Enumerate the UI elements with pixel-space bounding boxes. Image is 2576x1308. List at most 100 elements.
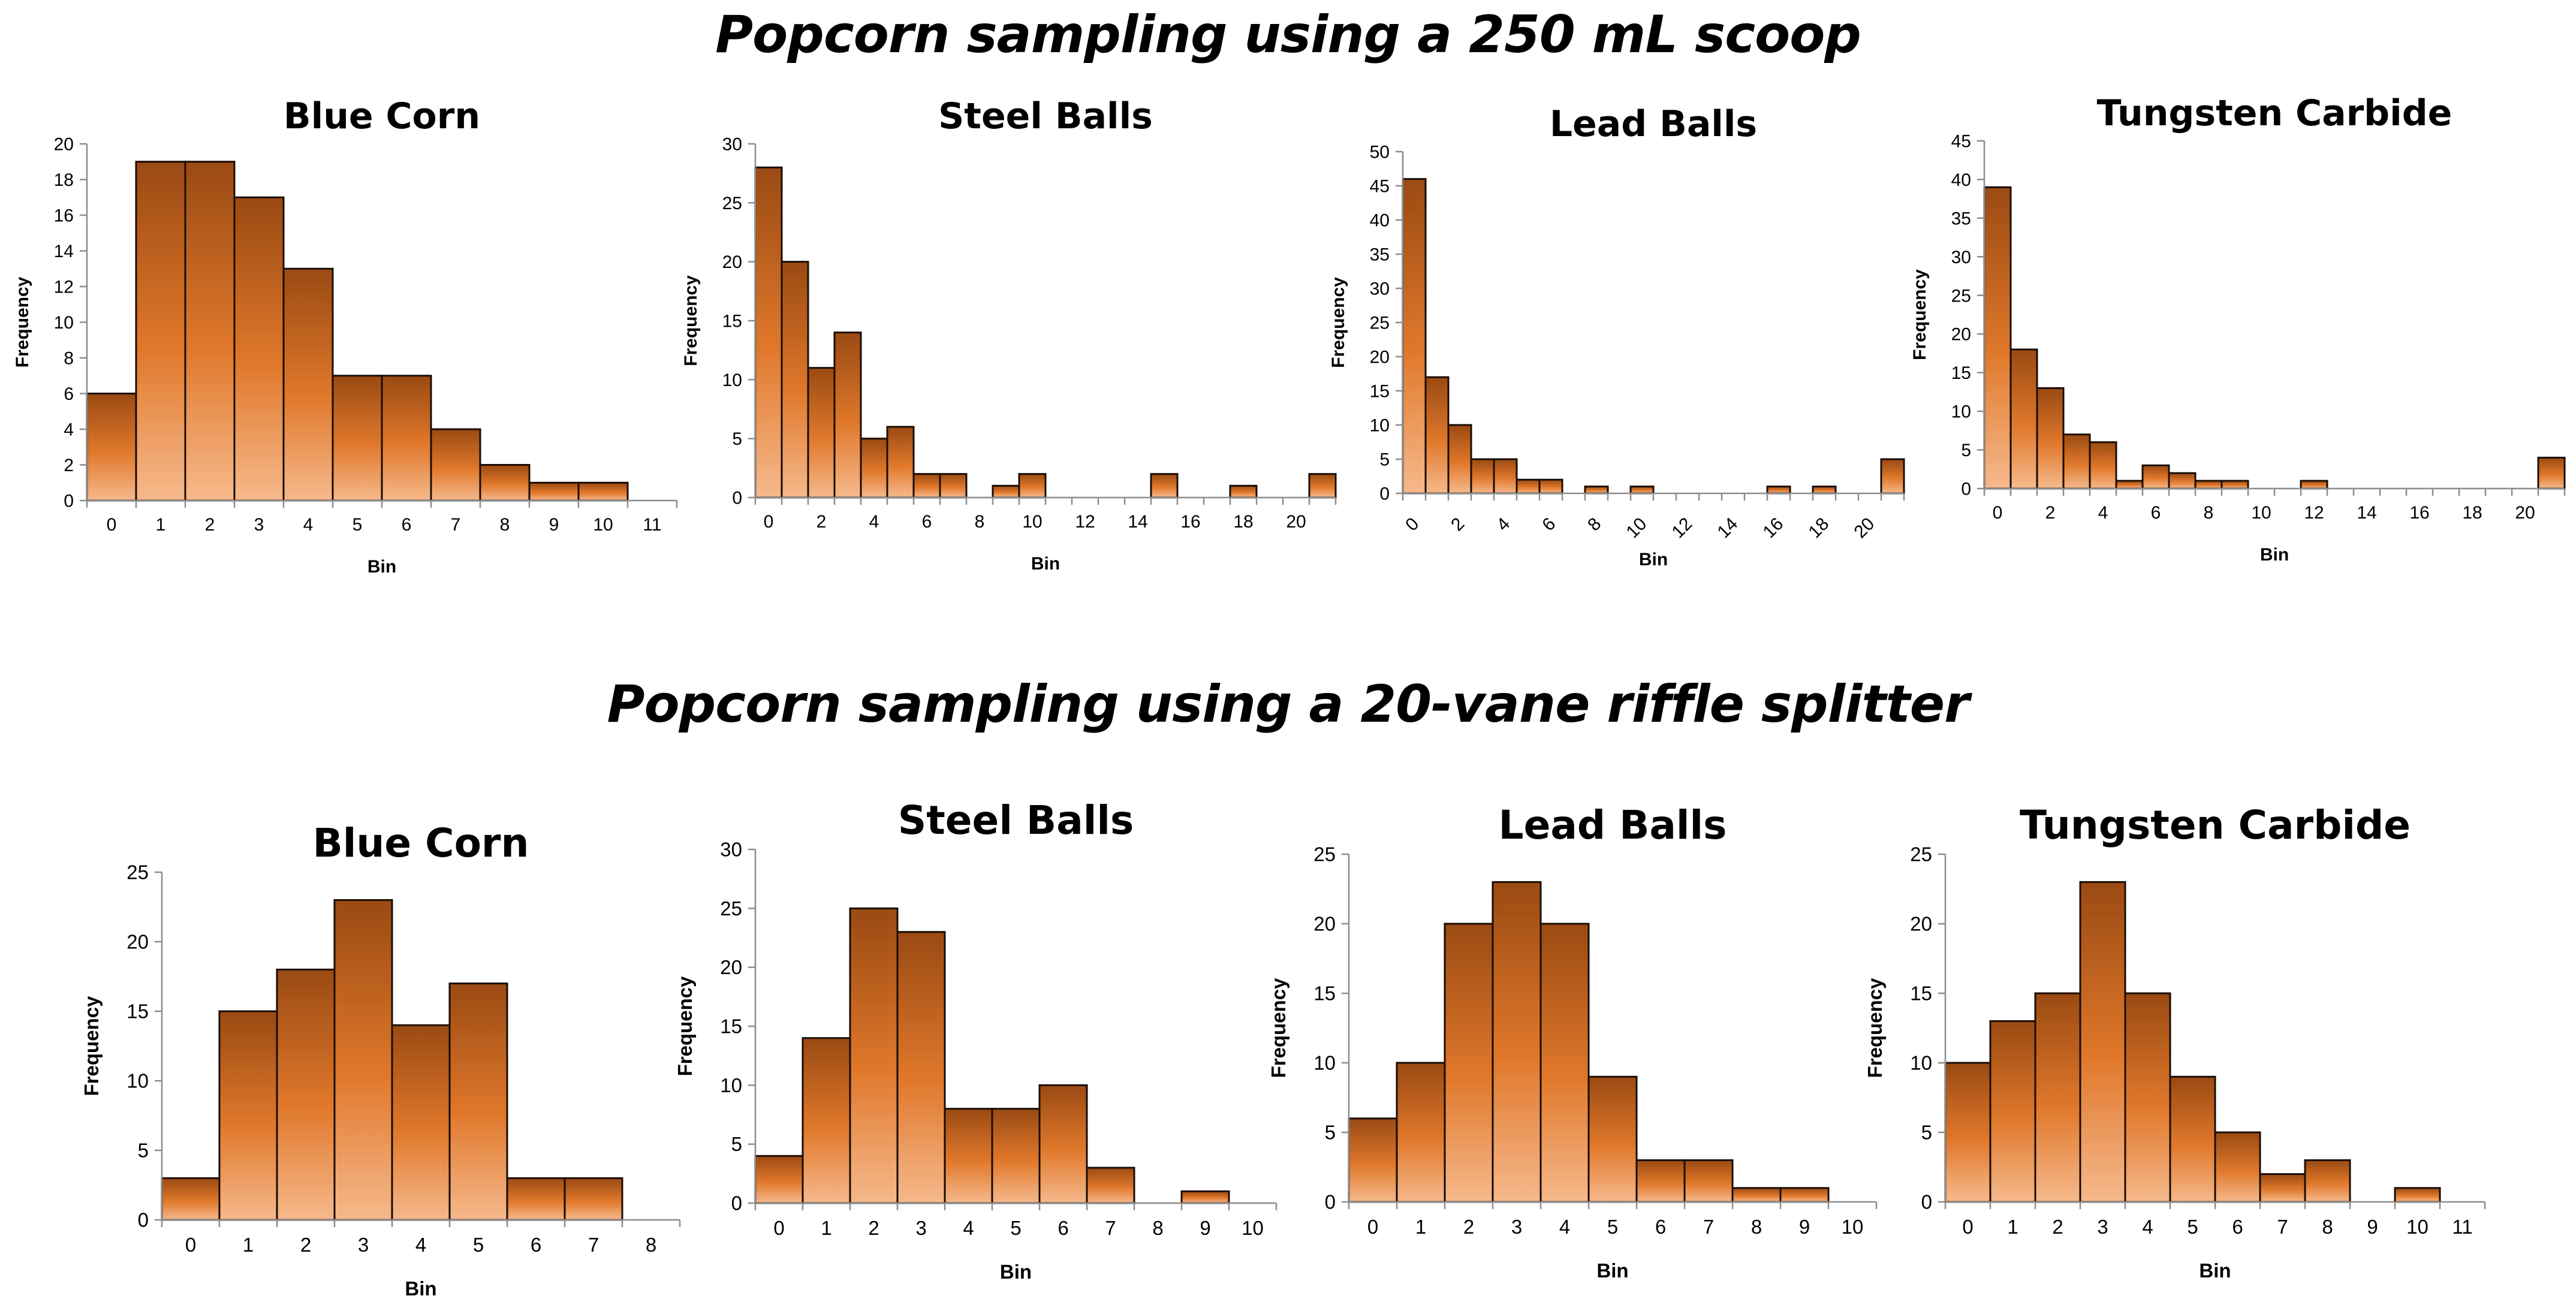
x-tick-label: 2 — [868, 1217, 879, 1239]
bar-3 — [1492, 881, 1542, 1203]
y-tick-label: 25 — [126, 861, 149, 884]
bar-16 — [1766, 486, 1791, 495]
bar-2 — [2036, 387, 2065, 490]
bar-7 — [1086, 1167, 1135, 1204]
chart-title: Tungsten Carbide — [2020, 802, 2411, 848]
y-tick-label: 45 — [1370, 177, 1390, 197]
bar-7 — [430, 428, 481, 502]
x-tick-label: 6 — [402, 515, 412, 535]
y-tick-label: 35 — [1951, 209, 1971, 228]
bar-8 — [2304, 1159, 2351, 1203]
x-tick-label: 2 — [205, 515, 215, 535]
y-tick-label: 20 — [1313, 913, 1336, 935]
y-tick-label: 40 — [1370, 211, 1390, 231]
bar-5 — [991, 1108, 1041, 1204]
y-tick-label: 15 — [126, 1000, 149, 1023]
y-tick-label: 5 — [138, 1140, 149, 1162]
x-axis-label: Bin — [1000, 1261, 1032, 1283]
bar-1 — [135, 161, 186, 502]
y-tick-label: 20 — [54, 135, 74, 155]
bar-1 — [218, 1010, 278, 1221]
y-axis-label: Frequency — [80, 996, 103, 1096]
bar-4 — [391, 1024, 451, 1221]
y-tick-label: 20 — [1370, 348, 1390, 367]
y-axis-label: Frequency — [13, 276, 32, 367]
y-tick-label: 0 — [64, 492, 74, 511]
y-axis-label: Frequency — [674, 976, 696, 1077]
y-tick-label: 25 — [1951, 286, 1971, 306]
y-tick-label: 30 — [722, 135, 742, 155]
bar-6 — [1038, 1084, 1088, 1204]
bar-6 — [2214, 1131, 2261, 1203]
x-tick-label: 16 — [1759, 514, 1787, 542]
y-tick-label: 8 — [64, 349, 74, 369]
bar-1 — [1989, 1020, 2036, 1203]
bar-18 — [1229, 484, 1258, 499]
bar-3 — [833, 331, 862, 499]
x-tick-label: 3 — [358, 1234, 369, 1256]
y-tick-label: 10 — [126, 1070, 149, 1092]
y-tick-label: 35 — [1370, 245, 1390, 265]
y-tick-label: 5 — [1379, 450, 1390, 470]
y-tick-label: 15 — [1951, 363, 1971, 383]
bar-7 — [939, 473, 968, 499]
bar-2 — [2034, 992, 2081, 1203]
x-tick-label: 12 — [1075, 512, 1095, 532]
y-tick-label: 0 — [1325, 1191, 1336, 1213]
chart-riffle-steel-balls: Steel Balls 0 5 10 15 20 25 30 0 1 2 3 4 5 6 7 8 9 10 Bin Fr… — [674, 797, 1278, 1283]
bar-21 — [1880, 458, 1905, 495]
x-tick-label: 10 — [2251, 503, 2271, 523]
bar-3 — [2079, 881, 2126, 1203]
bar-6 — [506, 1177, 566, 1221]
bar-9 — [1779, 1187, 1830, 1203]
x-tick-label: 3 — [254, 515, 264, 535]
x-tick-label: 4 — [415, 1234, 426, 1256]
bar-10 — [1018, 473, 1047, 499]
y-tick-label: 0 — [1921, 1191, 1932, 1213]
y-tick-label: 16 — [54, 206, 74, 226]
x-tick-label: 9 — [1200, 1217, 1210, 1239]
y-tick-label: 25 — [720, 897, 742, 920]
chart-title: Steel Balls — [898, 797, 1134, 843]
bar-0 — [161, 1177, 221, 1221]
y-tick-label: 20 — [126, 931, 149, 953]
y-tick-label: 5 — [1325, 1122, 1336, 1144]
x-axis-label: Bin — [405, 1277, 436, 1300]
bar-0 — [1983, 186, 2012, 490]
bar-21 — [2537, 456, 2566, 490]
bar-7 — [2168, 472, 2197, 490]
y-tick-label: 10 — [1910, 1052, 1932, 1074]
x-tick-label: 16 — [2409, 503, 2429, 523]
y-tick-label: 0 — [1379, 484, 1390, 504]
x-tick-label: 4 — [869, 512, 879, 532]
bar-1 — [781, 261, 809, 499]
chart-riffle-lead-balls: Lead Balls 0 5 10 15 20 25 0 1 2 3 4 5 6 7 8 9 10 Bin Frequ… — [1267, 802, 1878, 1282]
x-tick-label: 6 — [531, 1234, 541, 1256]
bar-2 — [1447, 424, 1472, 495]
y-tick-label: 15 — [1910, 982, 1932, 1005]
x-tick-label: 0 — [1367, 1216, 1378, 1238]
chart-title: Lead Balls — [1499, 802, 1727, 848]
x-tick-label: 2 — [1463, 1216, 1474, 1238]
x-tick-label: 10 — [1242, 1217, 1264, 1239]
x-tick-label: 6 — [1057, 1217, 1068, 1239]
bar-6 — [381, 375, 432, 502]
bar-12 — [2300, 480, 2328, 490]
bar-5 — [1587, 1075, 1638, 1203]
x-tick-label: 6 — [2151, 503, 2161, 523]
y-tick-label: 45 — [1951, 132, 1971, 152]
chart-scoop-tungsten-carbide: Tungsten Carbide 0 5 10 15 20 25 30 35 40 45 0 2 4 6 8 1… — [1910, 92, 2566, 565]
y-tick-label: 15 — [1370, 382, 1390, 402]
x-tick-label: 4 — [1493, 514, 1514, 535]
bar-9 — [528, 481, 580, 502]
y-tick-label: 10 — [1951, 402, 1971, 422]
x-tick-label: 7 — [451, 515, 461, 535]
x-tick-label: 20 — [1850, 514, 1878, 542]
bar-1 — [1396, 1062, 1446, 1203]
x-tick-label: 8 — [1152, 1217, 1163, 1239]
x-axis-label: Bin — [2199, 1259, 2231, 1282]
x-tick-label: 10 — [1622, 514, 1650, 542]
bar-3 — [333, 899, 393, 1221]
x-tick-label: 2 — [300, 1234, 311, 1256]
bar-3 — [896, 931, 946, 1204]
